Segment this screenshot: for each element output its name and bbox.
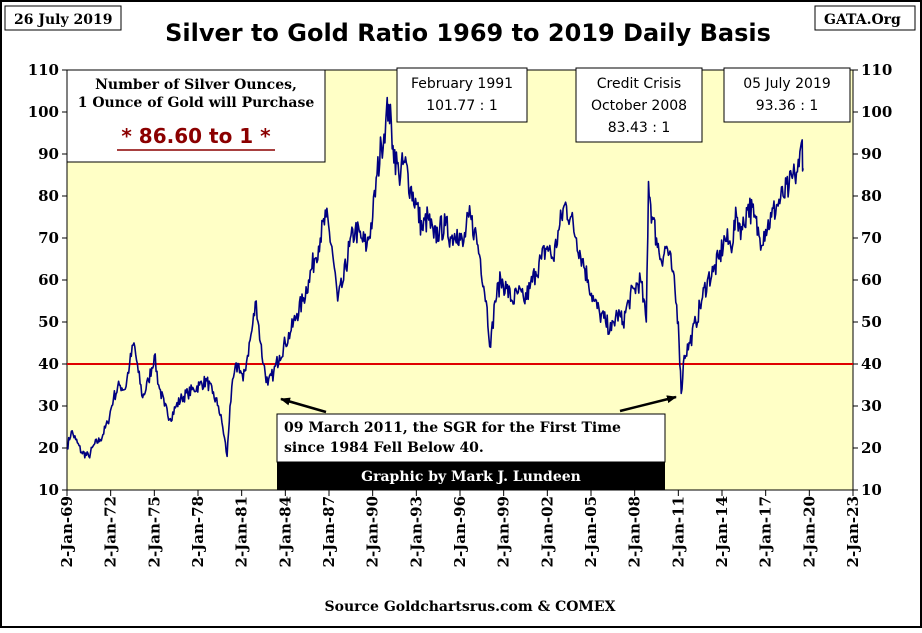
y-tick-label-right: 80	[861, 187, 882, 205]
y-tick-label-right: 20	[861, 439, 882, 457]
x-tick-label: 2-Jan-81	[233, 496, 251, 567]
x-tick-label: 2-Jan-75	[145, 496, 163, 567]
x-tick-label: 2-Jan-23	[844, 496, 862, 567]
source-badge: GATA.Org	[824, 12, 901, 28]
y-tick-label-right: 100	[861, 103, 892, 121]
y-tick-label-right: 30	[861, 397, 882, 415]
date-badge: 26 July 2019	[14, 12, 112, 28]
chart-title: Silver to Gold Ratio 1969 to 2019 Daily …	[165, 19, 771, 47]
x-tick-label: 2-Jan-17	[757, 496, 775, 567]
feb1991-line2: 101.77 : 1	[426, 98, 498, 114]
y-tick-label-right: 110	[861, 61, 892, 79]
y-tick-label-left: 90	[38, 145, 59, 163]
mar2011-line1: 09 March 2011, the SGR for the First Tim…	[284, 420, 621, 436]
y-tick-label-right: 90	[861, 145, 882, 163]
y-tick-label-right: 70	[861, 229, 882, 247]
credit-crisis-box	[575, 67, 703, 143]
source-badge-box	[814, 5, 916, 31]
y-axis-left: 10 20 30 40 50 60 70 80 90 100 110	[28, 61, 67, 499]
y-tick-label-right: 60	[861, 271, 882, 289]
y-tick-label-left: 60	[38, 271, 59, 289]
y-tick-label-left: 20	[38, 439, 59, 457]
y-axis-right: 10 20 30 40 50 60 70 80 90 100 110	[853, 61, 892, 499]
arrow-to-2011	[619, 395, 677, 413]
x-tick-label: 2-Jan-87	[320, 496, 338, 567]
x-tick-label: 2-Jan-78	[189, 496, 207, 567]
x-tick-label: 2-Jan-96	[451, 496, 469, 567]
ratio-box-line1: Number of Silver Ounces,	[95, 77, 297, 93]
jul2019-box	[723, 67, 851, 123]
ratio-box	[66, 69, 326, 163]
x-tick-label: 2-Jan-20	[800, 496, 818, 567]
credit-crisis-line3: 83.43 : 1	[608, 120, 671, 136]
y-tick-label-left: 100	[28, 103, 59, 121]
y-tick-label-right: 40	[861, 355, 882, 373]
y-tick-label-left: 40	[38, 355, 59, 373]
credit-text: Graphic by Mark J. Lundeen	[361, 469, 581, 485]
mar2011-line2: since 1984 Fell Below 40.	[284, 440, 484, 456]
footer-source: Source Goldchartsrus.com & COMEX	[325, 599, 616, 615]
ratio-series-line	[66, 96, 804, 459]
ratio-box-value: * 86.60 to 1 *	[121, 124, 271, 148]
feb1991-box	[396, 67, 528, 123]
mar2011-box	[276, 413, 666, 463]
x-tick-label: 2-Jan-02	[538, 496, 556, 567]
y-tick-label-left: 110	[28, 61, 59, 79]
x-tick-label: 2-Jan-05	[582, 496, 600, 567]
ratio-box-line2: 1 Ounce of Gold will Purchase	[78, 95, 315, 111]
y-tick-label-left: 10	[38, 481, 59, 499]
credit-crisis-line2: October 2008	[591, 98, 687, 114]
x-tick-label: 2-Jan-84	[276, 496, 294, 567]
y-tick-label-left: 30	[38, 397, 59, 415]
y-tick-label-right: 10	[861, 481, 882, 499]
credit-bar	[277, 462, 665, 490]
y-tick-label-left: 50	[38, 313, 59, 331]
arrow-to-1984	[280, 397, 327, 414]
x-tick-label: 2-Jan-72	[102, 496, 120, 567]
x-tick-label: 2-Jan-93	[407, 496, 425, 567]
feb1991-line1: February 1991	[411, 76, 513, 92]
date-badge-box	[4, 5, 122, 31]
x-tick-label: 2-Jan-11	[669, 496, 687, 567]
y-tick-label-right: 50	[861, 313, 882, 331]
y-tick-label-left: 80	[38, 187, 59, 205]
y-tick-label-left: 70	[38, 229, 59, 247]
x-tick-label: 2-Jan-90	[364, 496, 382, 567]
x-tick-label: 2-Jan-69	[58, 496, 76, 567]
x-tick-label: 2-Jan-08	[626, 496, 644, 567]
x-tick-label: 2-Jan-14	[713, 496, 731, 567]
credit-crisis-line1: Credit Crisis	[597, 76, 681, 92]
jul2019-line2: 93.36 : 1	[756, 98, 819, 114]
x-tick-label: 2-Jan-99	[495, 496, 513, 567]
x-axis: 2-Jan-69 2-Jan-72 2-Jan-75 2-Jan-78 2-Jan-81…	[58, 490, 862, 567]
jul2019-line1: 05 July 2019	[743, 76, 831, 92]
